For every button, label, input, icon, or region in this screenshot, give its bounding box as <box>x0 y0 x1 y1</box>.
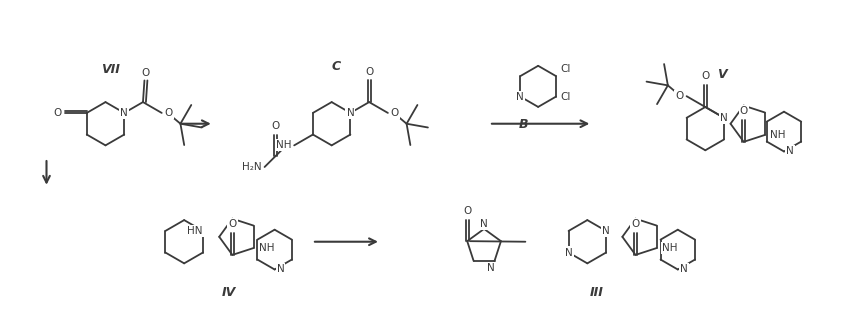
Text: O: O <box>675 91 684 101</box>
Text: O: O <box>228 219 236 229</box>
Text: N: N <box>564 247 572 257</box>
Text: Cl: Cl <box>560 92 570 102</box>
Text: NH: NH <box>661 243 677 253</box>
Text: O: O <box>391 108 399 118</box>
Text: N: N <box>602 226 610 236</box>
Text: O: O <box>53 108 61 118</box>
Text: NH: NH <box>259 243 274 253</box>
Text: III: III <box>590 286 604 299</box>
Text: O: O <box>631 219 640 229</box>
Text: Cl: Cl <box>560 64 570 74</box>
Text: N: N <box>487 263 495 273</box>
Text: N: N <box>277 264 284 274</box>
Text: O: O <box>142 68 150 78</box>
Text: O: O <box>165 108 173 118</box>
Text: O: O <box>701 72 710 82</box>
Text: O: O <box>740 106 748 116</box>
Text: VII: VII <box>101 63 120 76</box>
Text: NH: NH <box>770 130 785 140</box>
Text: O: O <box>463 205 472 215</box>
Text: O: O <box>365 67 374 77</box>
Text: H₂N: H₂N <box>242 162 262 172</box>
Text: N: N <box>679 264 687 274</box>
Text: N: N <box>516 92 524 102</box>
Text: NH: NH <box>276 140 291 151</box>
Text: N: N <box>120 108 128 118</box>
Text: N: N <box>480 219 488 229</box>
Text: HN: HN <box>187 226 203 236</box>
Text: IV: IV <box>222 286 235 299</box>
Text: B: B <box>519 118 528 131</box>
Text: N: N <box>786 147 794 157</box>
Text: N: N <box>346 108 354 118</box>
Text: V: V <box>717 68 727 81</box>
Text: N: N <box>720 113 728 123</box>
Text: O: O <box>271 121 279 131</box>
Text: C: C <box>332 60 341 73</box>
